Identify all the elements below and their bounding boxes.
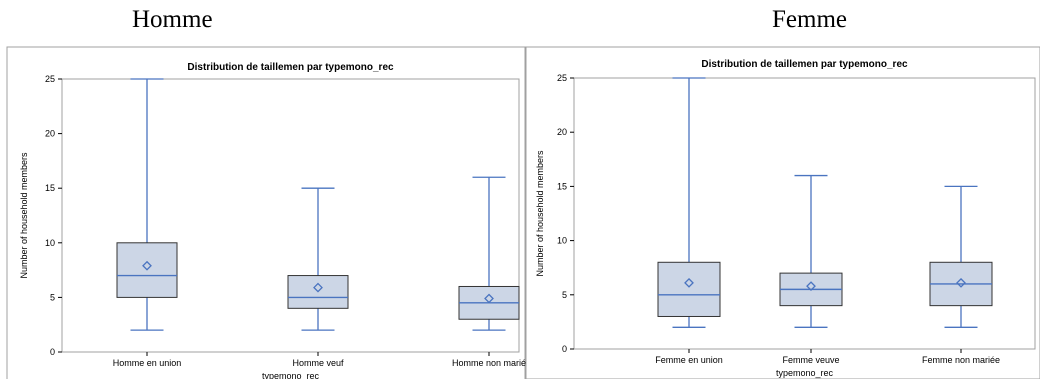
chart-frame [525, 46, 1040, 379]
y-tick-label: 10 [557, 236, 567, 246]
y-tick-label: 5 [50, 292, 55, 302]
y-tick-label: 10 [45, 238, 55, 248]
panel-heading-femme: Femme [772, 6, 847, 33]
x-tick-label: Femme non mariée [922, 355, 1000, 365]
y-axis-label: Number of household members [19, 152, 29, 279]
box-iqr [657, 261, 721, 317]
y-tick-label: 5 [562, 290, 567, 300]
chart-title: Distribution de taillemen par typemono_r… [187, 62, 394, 73]
x-axis-label: typemono_rec [262, 371, 320, 379]
y-tick-label: 25 [45, 74, 55, 84]
chart-1: Distribution de taillemen par typemono_r… [6, 46, 526, 379]
mean-marker [142, 260, 152, 271]
y-tick-label: 15 [45, 183, 55, 193]
x-tick-label: Homme veuf [292, 358, 344, 368]
mean-marker [806, 281, 816, 292]
y-axis-label: Number of household members [535, 150, 545, 277]
panel-heading-homme: Homme [132, 6, 213, 33]
x-tick-label: Femme veuve [782, 355, 839, 365]
chart-frame [6, 46, 526, 379]
x-axis-label: typemono_rec [776, 368, 834, 378]
mean-marker [313, 282, 323, 293]
x-tick-label: Homme non marié [452, 358, 526, 368]
y-tick-label: 20 [45, 129, 55, 139]
plot-area [573, 77, 1036, 350]
chart-title: Distribution de taillemen par typemono_r… [701, 59, 908, 70]
mean-marker [484, 293, 494, 304]
mean-marker [956, 277, 966, 288]
y-tick-label: 25 [557, 73, 567, 83]
y-tick-label: 0 [50, 347, 55, 357]
y-tick-label: 15 [557, 181, 567, 191]
plot-area [61, 78, 520, 353]
y-tick-label: 20 [557, 127, 567, 137]
x-tick-label: Femme en union [655, 355, 723, 365]
y-tick-label: 0 [562, 344, 567, 354]
x-tick-label: Homme en union [113, 358, 182, 368]
chart-2: Distribution de taillemen par typemono_r… [525, 46, 1040, 379]
mean-marker [684, 277, 694, 288]
